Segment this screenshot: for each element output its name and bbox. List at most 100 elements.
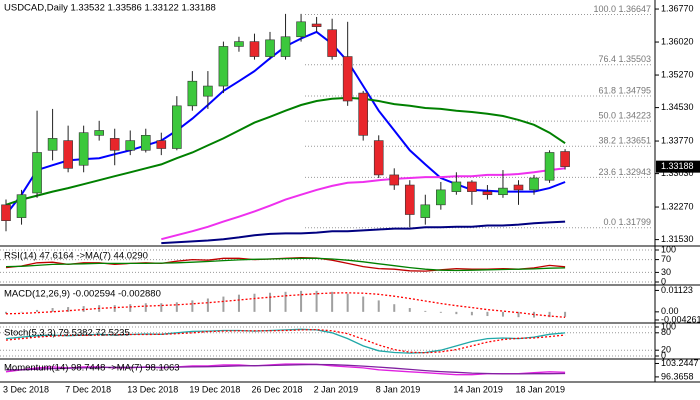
fib-label: 50.0 1.34223 <box>598 110 651 120</box>
panel-title: MACD(12,26,9) -0.002594 -0.002880 <box>4 289 161 300</box>
candle-body <box>78 132 89 166</box>
histogram-bar <box>564 311 567 317</box>
histogram-bar <box>300 290 303 312</box>
fib-label: 61.8 1.34795 <box>598 85 651 95</box>
candle-body <box>203 85 213 97</box>
candle-body <box>109 138 120 151</box>
candle-body <box>420 204 431 218</box>
candle-body <box>296 21 306 38</box>
indicator-line <box>5 328 566 354</box>
panel-title: Stoch(5,3,3) 79.5382 72.5235 <box>4 328 130 339</box>
candle-body <box>187 80 198 107</box>
x-tick-label: 14 Jan 2019 <box>453 384 503 394</box>
histogram-bar <box>455 311 458 315</box>
histogram-bar <box>501 311 504 317</box>
panel-title: USDCAD,Daily 1.33532 1.33586 1.33122 1.3… <box>4 3 216 14</box>
y-tick-label: 0.01123 <box>661 285 693 295</box>
y-tick-label: 1.33770 <box>661 135 694 145</box>
histogram-bar <box>393 304 396 312</box>
candle-body <box>16 194 27 218</box>
panel-title: Momentum(14) 98.7448 ->MA(7) 98.1063 <box>4 363 180 374</box>
histogram-bar <box>315 290 318 312</box>
x-tick-label: 13 Dec 2018 <box>127 384 178 394</box>
fib-label: 0.0 1.31799 <box>603 217 651 227</box>
histogram-bar <box>486 311 489 317</box>
candle-body <box>436 189 446 206</box>
candle-body <box>63 140 73 169</box>
histogram-bar <box>253 293 256 312</box>
histogram-bar <box>362 296 365 312</box>
histogram-bar <box>113 305 116 312</box>
y-tick-label: 0.00 <box>661 306 679 316</box>
y-tick-label: -0.004261 <box>661 314 700 324</box>
candle-body <box>404 184 415 215</box>
candle-body <box>513 184 524 191</box>
y-tick-label: 1.36770 <box>661 3 694 13</box>
y-tick-label: 1.35270 <box>661 69 694 79</box>
y-tick-label: 103.2447 <box>661 358 699 368</box>
histogram-bar <box>331 291 334 312</box>
y-tick-label: 96.3658 <box>661 371 694 381</box>
x-tick-label: 26 Dec 2018 <box>251 384 302 394</box>
histogram-bar <box>36 309 39 312</box>
candle-body <box>47 138 58 151</box>
candle-body <box>311 23 322 27</box>
histogram-bar <box>51 308 54 312</box>
indicator-line <box>6 363 566 375</box>
candle-body <box>358 92 368 136</box>
indicator-line <box>161 167 566 241</box>
price-marker-label: 1.33188 <box>661 161 694 171</box>
candle-body <box>544 152 555 181</box>
x-tick-label: 19 Dec 2018 <box>189 384 240 394</box>
candle-body <box>373 140 384 176</box>
y-tick-label: 0 <box>661 350 666 360</box>
candle-body <box>172 105 182 149</box>
indicator-line <box>161 220 566 245</box>
histogram-bar <box>517 311 520 318</box>
indicator-line <box>5 328 566 354</box>
x-tick-label: 7 Dec 2018 <box>65 384 111 394</box>
histogram-bar <box>237 294 240 312</box>
candle-body <box>218 46 229 87</box>
candle-body <box>498 187 508 196</box>
candle-body <box>342 56 353 102</box>
histogram-bar <box>533 311 536 318</box>
histogram-bar <box>5 311 7 314</box>
fib-label: 100.0 1.36647 <box>593 4 651 14</box>
y-tick-label: 1.36020 <box>661 36 694 46</box>
candle-body <box>451 181 462 192</box>
histogram-bar <box>377 300 380 312</box>
histogram-bar <box>160 303 163 312</box>
candle-body <box>327 29 337 57</box>
x-tick-label: 18 Jan 2019 <box>515 384 565 394</box>
candle-body <box>1 204 11 221</box>
histogram-bar <box>269 292 272 312</box>
histogram-bar <box>284 291 287 312</box>
candle-body <box>560 151 570 167</box>
y-tick-label: 1.31530 <box>661 234 694 244</box>
histogram-bar <box>346 293 349 312</box>
price-marker <box>656 160 700 173</box>
indicator-line <box>5 96 566 206</box>
y-tick-label: 20 <box>661 345 671 355</box>
x-tick-label: 2 Jan 2019 <box>314 384 359 394</box>
candle-body <box>249 41 260 57</box>
candle-body <box>482 191 493 196</box>
histogram-bar <box>20 311 23 313</box>
histogram-bar <box>144 303 147 312</box>
histogram-bar <box>408 308 411 312</box>
candle-body <box>94 130 104 136</box>
candle-body <box>280 36 291 57</box>
candle-body <box>156 140 167 149</box>
y-tick-label: 1.34530 <box>661 102 694 112</box>
histogram-bar <box>439 311 442 313</box>
indicator-line <box>5 257 566 272</box>
histogram-bar <box>222 296 225 312</box>
fib-label: 38.2 1.33651 <box>598 136 651 146</box>
histogram-bar <box>424 310 427 312</box>
candle-body <box>140 135 151 151</box>
candle-body <box>529 177 539 191</box>
y-tick-label: 1.32270 <box>661 201 694 211</box>
fib-label: 23.6 1.32943 <box>598 167 651 177</box>
